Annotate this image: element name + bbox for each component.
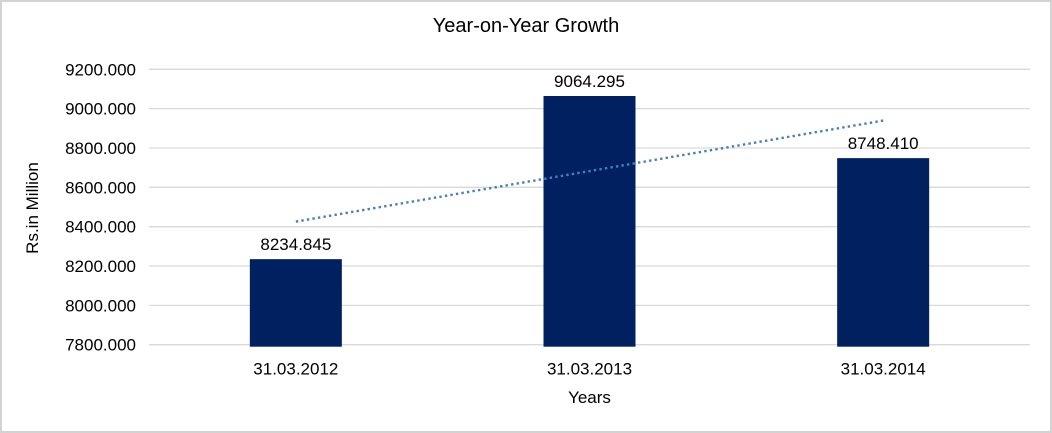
bar-data-label: 8234.845 [260, 235, 331, 254]
bar[interactable] [837, 158, 930, 347]
trendline[interactable] [295, 119, 884, 223]
chart-title: Year-on-Year Growth [432, 15, 620, 37]
y-tick-label: 9200.000 [65, 60, 136, 79]
y-tick-label: 8800.000 [65, 139, 136, 158]
x-axis-title: Years [568, 388, 611, 407]
x-category-label: 31.03.2013 [547, 360, 632, 379]
bar-data-label: 8748.410 [848, 134, 919, 153]
y-tick-label: 7800.000 [65, 336, 136, 355]
y-tick-label: 9000.000 [65, 100, 136, 119]
bar[interactable] [249, 259, 342, 347]
bar[interactable] [543, 95, 636, 347]
y-tick-label: 8200.000 [65, 257, 136, 276]
y-tick-label: 8400.000 [65, 218, 136, 237]
y-axis-title: Rs.in Million [23, 162, 42, 254]
y-tick-label: 8000.000 [65, 296, 136, 315]
x-category-label: 31.03.2014 [841, 360, 926, 379]
x-category-label: 31.03.2012 [253, 360, 338, 379]
y-tick-label: 8600.000 [65, 178, 136, 197]
bar-data-label: 9064.295 [554, 72, 625, 91]
